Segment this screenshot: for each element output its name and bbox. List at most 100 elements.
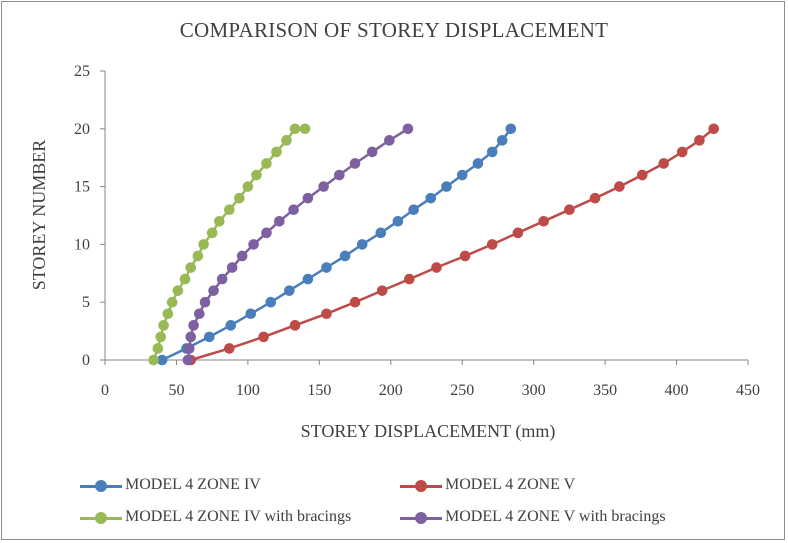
data-point (392, 215, 404, 227)
data-point (302, 192, 314, 204)
x-tick-label: 150 (307, 382, 331, 399)
data-point (288, 204, 299, 216)
data-point (224, 204, 235, 216)
data-point (486, 146, 498, 158)
x-tick-label: 100 (236, 382, 260, 399)
y-tick-label: 25 (74, 63, 90, 80)
legend-marker-icon (400, 512, 442, 524)
data-point (321, 262, 332, 273)
legend-marker-icon (80, 480, 122, 492)
chart-title: COMPARISON OF STOREY DISPLACEMENT (179, 18, 609, 42)
data-point (505, 123, 517, 135)
data-point (284, 285, 295, 296)
data-point (242, 181, 254, 192)
data-point (185, 262, 197, 273)
data-point (384, 135, 395, 146)
y-tick-label: 10 (74, 236, 90, 253)
x-tick-label: 250 (450, 382, 474, 399)
data-point (472, 158, 484, 169)
data-point (156, 354, 168, 366)
data-point (198, 239, 209, 250)
legend-label: MODEL 4 ZONE V (445, 476, 576, 493)
data-point (179, 273, 191, 285)
series-4 (182, 123, 414, 366)
data-point (248, 239, 259, 250)
data-point (274, 215, 285, 227)
data-point (676, 146, 688, 158)
data-point (614, 181, 625, 192)
data-point (182, 354, 194, 366)
legend-label: MODEL 4 ZONE IV with bracings (125, 508, 352, 525)
y-tick-label: 15 (74, 179, 90, 196)
series-layer (148, 123, 720, 366)
data-point (408, 204, 419, 216)
data-point (152, 343, 164, 354)
data-point (245, 308, 257, 320)
series-line (152, 127, 305, 361)
series-line (161, 128, 512, 362)
y-tick-label: 5 (82, 294, 90, 311)
x-axis-label: STOREY DISPLACEMENT (mm) (301, 421, 556, 442)
data-point (224, 343, 235, 354)
data-point (289, 320, 301, 331)
data-point (204, 331, 215, 343)
data-point (708, 123, 720, 135)
y-tick-label: 20 (74, 121, 90, 138)
data-point (265, 296, 277, 308)
data-point (431, 262, 442, 273)
data-point (234, 192, 245, 204)
data-point (162, 308, 174, 320)
data-point (206, 227, 218, 239)
series-3 (148, 123, 311, 366)
data-point (486, 239, 498, 250)
data-point (166, 296, 178, 308)
data-point (226, 262, 238, 273)
data-point (251, 169, 262, 181)
data-point (349, 296, 361, 308)
data-point (375, 227, 387, 239)
legend-label: MODEL 4 ZONE V with bracings (445, 508, 666, 525)
data-point (258, 331, 269, 343)
data-point (512, 227, 524, 239)
y-tick-label: 0 (82, 352, 90, 369)
data-point (214, 215, 225, 227)
data-point (496, 135, 508, 146)
data-point (339, 250, 351, 262)
data-point (208, 285, 219, 296)
data-point (589, 192, 601, 204)
data-point (155, 331, 167, 343)
data-point (225, 320, 237, 331)
data-point (459, 250, 471, 262)
data-point (148, 354, 159, 366)
data-point (261, 227, 272, 239)
data-point (271, 146, 282, 158)
data-point (299, 123, 311, 135)
data-point (456, 169, 468, 181)
data-point (281, 135, 292, 146)
data-point (192, 250, 204, 262)
x-tick-label: 0 (101, 382, 109, 399)
y-axis-label: STOREY NUMBER (29, 140, 49, 291)
data-point (356, 239, 368, 250)
data-point (538, 215, 549, 227)
data-point (636, 169, 648, 181)
data-point (302, 273, 314, 285)
series-2 (185, 123, 720, 366)
x-tick-label: 450 (736, 382, 760, 399)
data-point (318, 181, 329, 192)
data-point (441, 181, 452, 192)
data-point (425, 192, 437, 204)
axes-group: 0 50 100 150 200 250 300 350 400 450 0 5 10 15 20 25 (74, 63, 760, 399)
data-point (188, 320, 199, 331)
data-point (564, 204, 575, 216)
data-point (184, 343, 195, 354)
data-point (289, 123, 301, 135)
x-tick-label: 300 (522, 382, 546, 399)
data-point (194, 308, 205, 320)
legend-label: MODEL 4 ZONE IV (125, 476, 261, 493)
data-point (321, 308, 332, 320)
data-point (404, 273, 415, 285)
